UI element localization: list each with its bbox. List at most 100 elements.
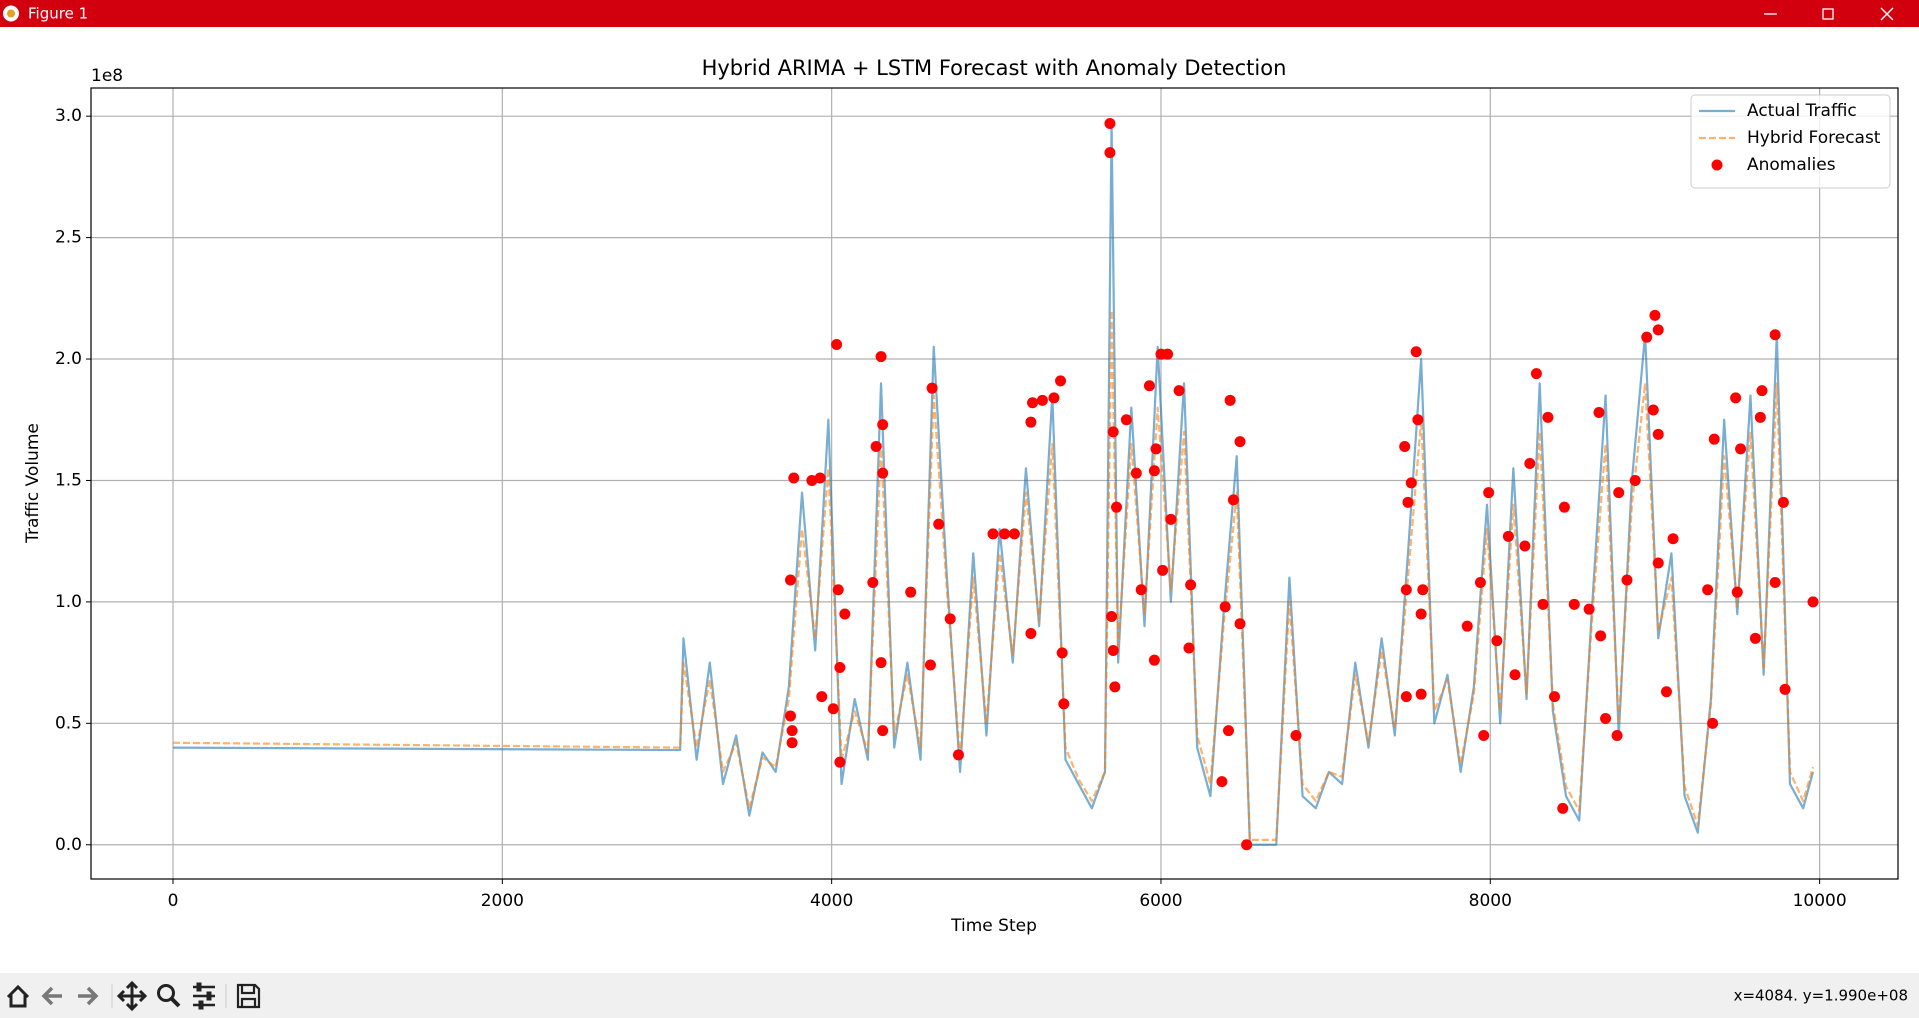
anomaly-point <box>784 710 796 722</box>
restore-button[interactable] <box>1822 8 1834 20</box>
anomaly-point <box>944 613 956 625</box>
legend-label: Hybrid Forecast <box>1747 128 1881 148</box>
anomaly-point <box>999 528 1011 540</box>
anomaly-point <box>933 518 945 530</box>
anomaly-point <box>1519 540 1531 552</box>
series-line <box>172 309 1815 841</box>
anomaly-point <box>1537 598 1549 610</box>
anomaly-point <box>1025 416 1037 428</box>
anomaly-point <box>1530 368 1542 380</box>
anomaly-point <box>1224 394 1236 406</box>
x-tick-label: 4000 <box>810 891 853 911</box>
anomaly-point <box>875 657 887 669</box>
anomaly-point <box>1483 487 1495 499</box>
anomaly-point <box>1777 496 1789 508</box>
anomaly-point <box>1412 414 1424 426</box>
legend-label: Anomalies <box>1747 155 1836 175</box>
y-axis-label: Traffic Volume <box>23 423 43 544</box>
anomaly-point <box>1027 397 1039 409</box>
anomaly-point <box>1185 579 1197 591</box>
app-icon-center <box>7 9 15 18</box>
anomaly-point <box>1107 426 1119 438</box>
window-title: Figure 1 <box>28 5 88 23</box>
anomaly-point <box>784 574 796 586</box>
anomaly-point <box>1216 776 1228 788</box>
anomaly-point <box>1708 433 1720 445</box>
anomaly-point <box>1058 698 1070 710</box>
y-tick-label: 2.5 <box>55 228 82 248</box>
anomaly-point <box>924 659 936 671</box>
anomaly-point <box>1769 329 1781 341</box>
anomaly-point <box>1222 725 1234 737</box>
anomaly-point <box>1048 392 1060 404</box>
y-tick-label: 3.0 <box>55 106 82 126</box>
anomaly-point <box>1667 533 1679 545</box>
anomaly-point <box>1600 712 1612 724</box>
home-button[interactable] <box>6 984 30 1008</box>
anomaly-point <box>1621 574 1633 586</box>
x-axis-label: Time Step <box>950 916 1037 936</box>
anomaly-point <box>1542 411 1554 423</box>
anomaly-point <box>1410 346 1422 358</box>
x-tick-label: 0 <box>168 891 179 911</box>
pan-button[interactable] <box>116 980 148 1012</box>
y-tick-label: 0.5 <box>55 713 82 733</box>
anomaly-point <box>1735 443 1747 455</box>
back-button[interactable] <box>41 986 62 1006</box>
anomaly-point <box>1402 496 1414 508</box>
anomaly-point <box>1707 717 1719 729</box>
anomaly-point <box>1183 642 1195 654</box>
anomaly-point <box>1593 406 1605 418</box>
anomaly-point <box>1502 530 1514 542</box>
anomaly-point <box>1702 584 1714 596</box>
anomaly-point <box>875 351 887 363</box>
legend-marker <box>1711 159 1723 171</box>
save-button[interactable] <box>236 983 261 1009</box>
anomaly-point <box>834 661 846 673</box>
anomaly-point <box>1649 309 1661 321</box>
title-bar <box>0 0 1919 27</box>
anomaly-point <box>1524 457 1536 469</box>
anomaly-point <box>987 528 999 540</box>
anomaly-point <box>867 576 879 588</box>
forward-button[interactable] <box>78 986 99 1006</box>
close-button[interactable] <box>1880 7 1894 21</box>
anomaly-point <box>1807 596 1819 608</box>
toolbar <box>0 973 1919 1018</box>
anomaly-point <box>832 584 844 596</box>
anomaly-point <box>1111 501 1123 513</box>
x-tick-label: 10000 <box>1793 891 1847 911</box>
slider-knob <box>206 991 212 1001</box>
anomaly-point <box>1652 428 1664 440</box>
anomaly-point <box>1056 647 1068 659</box>
anomaly-point <box>1135 584 1147 596</box>
zoom-handle <box>169 996 181 1008</box>
anomaly-point <box>1219 601 1231 613</box>
anomaly-point <box>1652 557 1664 569</box>
anomaly-point <box>877 467 889 479</box>
anomaly-point <box>1769 576 1781 588</box>
anomaly-point <box>1568 598 1580 610</box>
anomaly-point <box>1549 691 1561 703</box>
anomaly-point <box>1415 608 1427 620</box>
anomaly-point <box>831 338 843 350</box>
anomaly-point <box>1143 380 1155 392</box>
legend-label: Actual Traffic <box>1747 101 1857 121</box>
anomaly-point <box>1461 620 1473 632</box>
anomaly-point <box>905 586 917 598</box>
anomaly-point <box>1157 564 1169 576</box>
x-tick-label: 2000 <box>481 891 524 911</box>
zoom-button[interactable] <box>157 984 175 1002</box>
anomaly-point <box>1148 465 1160 477</box>
anomaly-point <box>814 472 826 484</box>
anomaly-point <box>1290 729 1302 741</box>
anomaly-point <box>1595 630 1607 642</box>
anomaly-point <box>1557 802 1569 814</box>
anomaly-point <box>877 419 889 431</box>
anomaly-point <box>1234 436 1246 448</box>
slider-knob <box>198 1000 204 1010</box>
y-offset-label: 1e8 <box>91 66 123 86</box>
anomaly-point <box>1652 324 1664 336</box>
